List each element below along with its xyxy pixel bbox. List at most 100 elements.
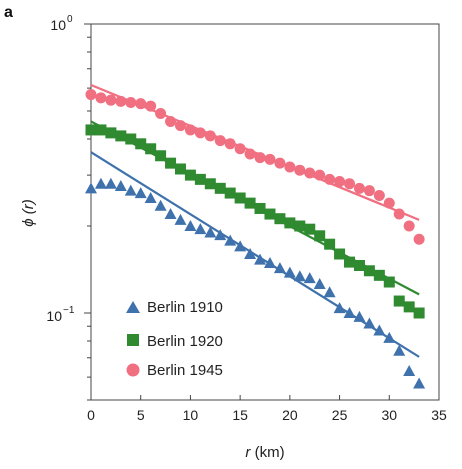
legend-item-1920: Berlin 1920 [127, 333, 223, 350]
point-square-12 [204, 178, 216, 190]
point-circle-8 [165, 115, 177, 127]
markers [85, 89, 426, 389]
y-axis-label: ϕ (r) [20, 199, 37, 227]
y-tick-1-base: 10 [50, 17, 66, 33]
point-triangle-29 [373, 324, 386, 336]
x-tick-label-35: 35 [431, 407, 447, 423]
panel-label: a [4, 4, 13, 21]
point-square-29 [373, 269, 385, 281]
x-axis-label-var: r [245, 444, 251, 461]
y-tick-label-1: 10 0 [50, 14, 73, 33]
point-triangle-6 [144, 191, 157, 203]
point-circle-27 [353, 182, 365, 194]
point-square-11 [194, 173, 206, 185]
svg-text:−1: −1 [63, 305, 75, 316]
point-triangle-25 [333, 302, 346, 314]
x-tick-label-30: 30 [381, 407, 397, 423]
point-square-21 [294, 220, 306, 232]
x-tick-label-5: 5 [137, 407, 145, 423]
point-circle-22 [304, 167, 316, 179]
point-circle-12 [204, 130, 216, 142]
point-circle-30 [383, 197, 395, 209]
legend-item-1910: Berlin 1910 [126, 299, 223, 316]
point-circle-6 [145, 100, 157, 112]
point-square-4 [125, 133, 137, 145]
y-tick-label-0p1: 10 −1 [46, 305, 74, 324]
y-tick-1-exp: 0 [67, 14, 73, 25]
point-square-20 [284, 217, 296, 229]
point-circle-20 [284, 161, 296, 173]
legend-label-1945: Berlin 1945 [147, 362, 223, 379]
point-circle-14 [224, 138, 236, 150]
legend-label-1920: Berlin 1920 [147, 333, 223, 350]
point-square-9 [174, 163, 186, 175]
legend: Berlin 1910 Berlin 1920 Berlin 1945 [126, 299, 223, 379]
point-circle-17 [254, 152, 266, 164]
point-circle-21 [294, 164, 306, 176]
legend-marker-1910 [126, 301, 140, 313]
legend-item-1945: Berlin 1945 [126, 362, 223, 379]
point-square-0 [85, 124, 97, 136]
point-circle-3 [115, 95, 127, 107]
svg-text:10: 10 [50, 17, 66, 33]
point-circle-16 [244, 148, 256, 160]
legend-marker-1945 [126, 363, 140, 377]
point-triangle-2 [104, 177, 117, 189]
point-square-17 [254, 202, 266, 214]
y-tick-0p1-exp: −1 [63, 305, 75, 316]
point-triangle-4 [124, 184, 137, 196]
x-tick-label-20: 20 [282, 407, 298, 423]
svg-text:10: 10 [46, 308, 62, 324]
fit-lines [90, 83, 420, 358]
x-axis-label: r (km) [245, 444, 284, 461]
point-circle-32 [403, 220, 415, 232]
point-triangle-27 [353, 310, 366, 322]
point-triangle-14 [224, 234, 237, 246]
point-circle-13 [214, 135, 226, 147]
point-circle-7 [155, 108, 167, 120]
point-circle-15 [234, 143, 246, 155]
point-square-14 [224, 187, 236, 199]
point-circle-26 [344, 178, 356, 190]
point-triangle-28 [363, 317, 376, 329]
point-circle-1 [95, 92, 107, 104]
x-ticks: 0 5 10 15 20 25 30 35 [87, 395, 447, 423]
point-square-7 [155, 150, 167, 162]
point-circle-31 [393, 208, 405, 220]
point-triangle-13 [214, 229, 227, 241]
point-square-23 [314, 230, 326, 242]
point-triangle-11 [194, 223, 207, 235]
point-circle-28 [363, 185, 375, 197]
point-triangle-20 [283, 266, 296, 278]
point-triangle-31 [393, 344, 406, 356]
point-square-30 [383, 276, 395, 288]
point-circle-25 [334, 176, 346, 188]
point-square-3 [115, 130, 127, 142]
legend-label-1910: Berlin 1910 [147, 299, 223, 316]
point-triangle-0 [85, 182, 97, 194]
y-tick-0p1-base: 10 [46, 308, 62, 324]
point-square-8 [165, 157, 177, 169]
fit-line-triangle [90, 151, 420, 358]
point-circle-19 [274, 157, 286, 169]
point-triangle-5 [134, 187, 147, 199]
point-triangle-17 [254, 253, 267, 265]
point-square-28 [363, 265, 375, 277]
plot-frame [90, 23, 440, 401]
x-tick-label-15: 15 [232, 407, 248, 423]
point-triangle-32 [403, 364, 416, 376]
point-triangle-33 [413, 377, 426, 389]
point-square-18 [264, 208, 276, 220]
point-square-31 [393, 295, 405, 307]
point-triangle-19 [273, 262, 286, 274]
point-circle-0 [85, 89, 97, 101]
point-triangle-21 [293, 270, 306, 282]
point-triangle-16 [244, 248, 257, 260]
svg-text:0: 0 [67, 14, 73, 25]
point-square-24 [324, 238, 336, 250]
point-triangle-7 [154, 199, 167, 211]
point-square-10 [184, 169, 196, 181]
x-tick-label-10: 10 [183, 407, 199, 423]
point-triangle-12 [204, 226, 217, 238]
